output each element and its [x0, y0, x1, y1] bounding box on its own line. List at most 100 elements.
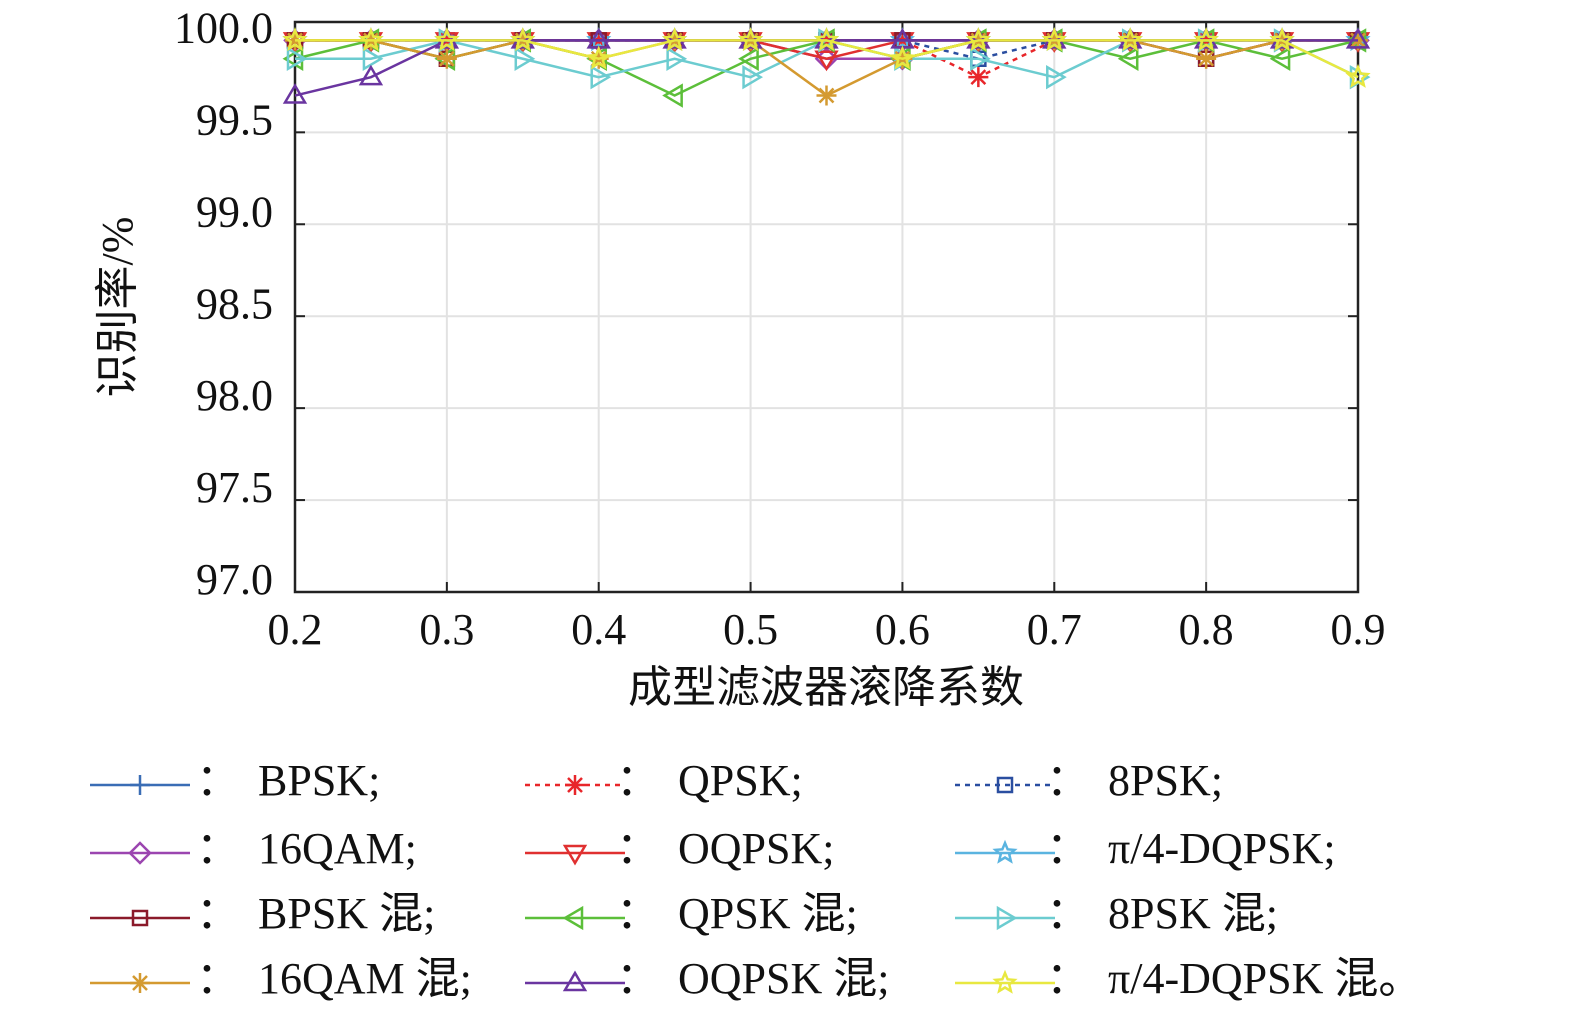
legend-label: 16QAM;: [258, 824, 417, 873]
legend-separator: ：: [1046, 954, 1090, 1003]
marker: [1117, 27, 1143, 52]
legend-separator: ：: [1046, 824, 1090, 873]
marker: [965, 27, 991, 52]
y-tick-label: 98.0: [196, 371, 273, 420]
y-tick-label: 99.5: [196, 95, 273, 144]
marker: [738, 46, 759, 71]
legend-separator: ：: [616, 756, 660, 805]
legend-marker: [562, 905, 584, 931]
y-tick-label: 100.0: [174, 3, 273, 52]
marker: [1345, 63, 1371, 88]
series-line: [295, 39, 1359, 79]
legend-separator: ：: [1046, 756, 1090, 805]
marker: [1269, 27, 1295, 49]
marker: [1193, 27, 1219, 52]
legend-marker: [996, 776, 1014, 794]
legend-label: BPSK 混;: [258, 889, 435, 938]
marker: [662, 83, 683, 108]
legend-marker: [128, 841, 152, 865]
marker: [358, 64, 384, 86]
x-tick-label: 0.8: [1179, 605, 1234, 654]
y-axis-label: 识别率/%: [93, 217, 142, 398]
marker: [282, 83, 308, 104]
marker: [738, 27, 763, 49]
marker: [282, 27, 308, 52]
legend-label: 16QAM 混;: [258, 954, 472, 1003]
legend-marker: [130, 973, 150, 993]
marker: [889, 45, 916, 70]
marker: [966, 27, 991, 49]
x-tick-label: 0.9: [1331, 605, 1386, 654]
marker: [1041, 27, 1067, 52]
legend-separator: ：: [616, 824, 660, 873]
legend-marker: [992, 839, 1018, 864]
marker: [1269, 46, 1291, 71]
marker: [1193, 27, 1219, 49]
marker: [970, 46, 991, 71]
marker: [434, 27, 460, 49]
marker: [590, 64, 612, 90]
x-tick-label: 0.3: [419, 605, 474, 654]
legend-separator: ：: [196, 889, 240, 938]
marker: [286, 46, 308, 71]
legend-marker: [996, 905, 1018, 931]
legend-label: OQPSK;: [678, 824, 835, 873]
legend-label: π/4-DQPSK 混。: [1108, 954, 1422, 1003]
marker: [1269, 27, 1295, 52]
legend-separator: ：: [616, 889, 660, 938]
legend-separator: ：: [616, 954, 660, 1003]
marker: [1117, 46, 1139, 71]
legend-marker: [562, 970, 588, 992]
marker: [436, 48, 457, 69]
x-tick-label: 0.6: [875, 605, 930, 654]
marker: [362, 46, 384, 71]
legend-label: BPSK;: [258, 756, 380, 805]
marker: [1046, 64, 1067, 90]
legend-label: π/4-DQPSK;: [1108, 824, 1336, 873]
legend-label: 8PSK;: [1108, 756, 1223, 805]
legend-label: QPSK 混;: [678, 889, 858, 938]
legend-marker: [131, 909, 149, 927]
legend-separator: ：: [196, 824, 240, 873]
marker: [1118, 27, 1143, 49]
marker: [434, 27, 460, 52]
legend-separator: ：: [1046, 889, 1090, 938]
y-tick-label: 97.0: [196, 555, 273, 604]
legend-separator: ：: [196, 756, 240, 805]
marker: [814, 50, 839, 72]
marker: [666, 46, 688, 71]
marker: [510, 27, 536, 52]
marker: [742, 64, 764, 90]
legend-marker: [562, 844, 588, 866]
legend-label: 8PSK 混;: [1108, 889, 1278, 938]
marker: [662, 27, 688, 52]
legend-label: OQPSK 混;: [678, 954, 890, 1003]
marker: [1196, 48, 1217, 69]
y-tick-label: 98.5: [196, 279, 273, 328]
marker: [1345, 27, 1371, 49]
marker: [510, 27, 535, 49]
plot-frame: [293, 20, 1360, 594]
x-tick-label: 0.7: [1027, 605, 1082, 654]
legend-marker: [565, 775, 585, 795]
marker: [662, 27, 687, 49]
legend-label: QPSK;: [678, 756, 803, 805]
marker: [1042, 27, 1067, 49]
marker: [814, 27, 839, 49]
marker: [968, 67, 989, 88]
marker: [514, 46, 536, 71]
marker: [816, 85, 837, 106]
y-tick-label: 97.5: [196, 463, 273, 512]
marker: [813, 27, 840, 52]
legend-separator: ：: [196, 954, 240, 1003]
marker: [737, 27, 764, 52]
legend-marker: [130, 775, 150, 795]
x-tick-label: 0.5: [723, 605, 778, 654]
x-tick-label: 0.4: [571, 605, 626, 654]
y-tick-label: 99.0: [196, 187, 273, 236]
marker: [586, 45, 612, 70]
marker: [358, 27, 384, 52]
x-tick-label: 0.2: [268, 605, 323, 654]
